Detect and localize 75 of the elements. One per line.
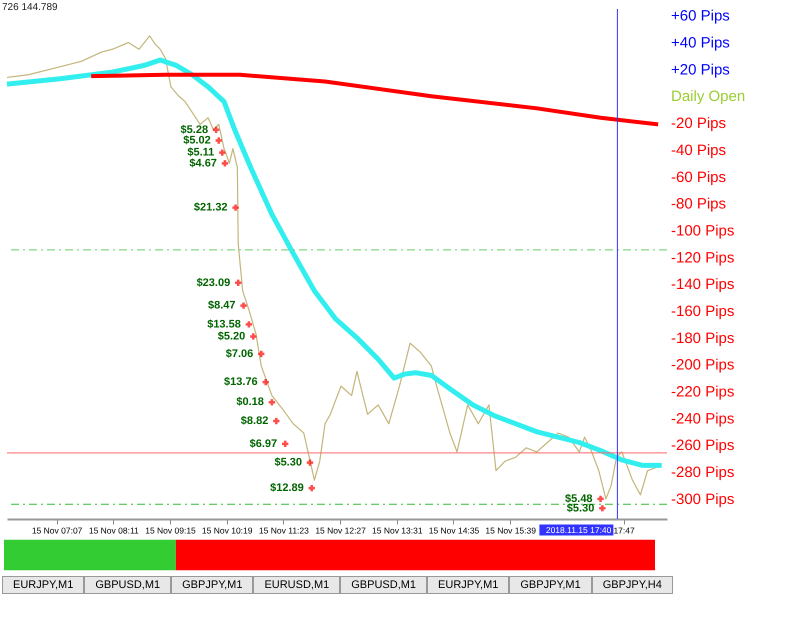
point [308, 484, 315, 492]
annotation: $5.30 [274, 456, 302, 469]
text: GBPUSD,M1 [340, 576, 428, 594]
annotation: $5.20 [218, 330, 246, 342]
point [212, 126, 220, 133]
text: GBPUSD,M1 [84, 576, 172, 594]
y-tick-label: +60 Pips [671, 8, 730, 25]
y-tick-label: -40 Pips [671, 142, 726, 159]
y-tick-label: -260 Pips [671, 437, 734, 454]
ref-line-label: 2018.11.15 17:40 [546, 525, 612, 535]
annotation: $23.09 [196, 276, 230, 289]
y-tick-label: -80 Pips [671, 196, 726, 213]
point [250, 333, 256, 340]
point [222, 160, 228, 167]
y-tick-label: Daily Open [671, 88, 746, 106]
annotation: $5.02 [183, 134, 211, 147]
y-tick-label: +40 Pips [671, 34, 730, 52]
annotation: $5.11 [187, 146, 214, 159]
point [246, 321, 252, 328]
y-tick-label: -120 Pips [671, 249, 734, 266]
text: GBPJPY,H4 [592, 576, 673, 594]
point [258, 350, 264, 358]
x-tick-label: 15 Nov 15:39 [485, 526, 536, 536]
annotation: $8.82 [240, 415, 268, 428]
text: EURUSD,M1 [253, 576, 340, 594]
point [597, 496, 604, 502]
y-tick-label: -200 Pips [671, 356, 734, 374]
y-tick-label: -240 Pips [671, 410, 734, 428]
y-tick-label: +20 Pips [671, 61, 730, 78]
x-tick-label: 15 Nov 13:31 [372, 526, 423, 536]
y-tick-label: -300 Pips [671, 490, 734, 508]
annotation: $13.58 [207, 318, 241, 330]
x-tick-label: 17:47 [613, 526, 635, 536]
y-tick-label: -180 Pips [671, 330, 734, 347]
x-tick-label: 15 Nov 09:15 [145, 526, 196, 536]
annotation: $21.32 [194, 202, 228, 214]
point [235, 280, 242, 286]
y-tick-label: -280 Pips [671, 464, 734, 482]
y-tick-label: -100 Pips [671, 222, 734, 240]
point [282, 440, 288, 448]
annotation: $5.30 [566, 502, 594, 514]
x-tick-label: 15 Nov 14:35 [428, 526, 480, 536]
annotation: $13.76 [224, 376, 258, 388]
annotation: $8.47 [208, 300, 236, 312]
annotation: $0.18 [236, 396, 264, 408]
point [240, 302, 247, 309]
y-tick-label: -140 Pips [671, 276, 734, 294]
x-tick-label: 15 Nov 08:11 [88, 526, 140, 536]
annotation: 726 144.789 [2, 2, 58, 13]
text: GBPJPY,M1 [509, 576, 592, 594]
text: GBPJPY,M1 [171, 576, 254, 594]
y-tick-label: -60 Pips [671, 168, 726, 186]
text: EURJPY,M1 [2, 576, 84, 594]
point [232, 204, 239, 211]
annotation: $12.89 [270, 482, 304, 494]
y-tick-label: -220 Pips [671, 384, 734, 400]
point [216, 137, 222, 144]
x-tick-label: 15 Nov 07:07 [32, 526, 83, 536]
annotation: $4.67 [189, 157, 217, 170]
point [306, 459, 314, 466]
point [268, 399, 276, 406]
line-series [89, 72, 660, 126]
annotation: $6.97 [250, 438, 278, 450]
y-tick-label: -20 Pips [671, 115, 726, 132]
annotation: $7.06 [226, 348, 254, 360]
point [273, 418, 280, 424]
x-tick-label: 15 Nov 10:19 [202, 526, 253, 536]
x-tick-label: 15 Nov 11:23 [258, 526, 310, 536]
point [262, 378, 269, 386]
y-tick-label: -160 Pips [671, 302, 734, 320]
x-tick-label: 15 Nov 12:27 [315, 526, 366, 536]
annotation: $5.28 [180, 124, 208, 136]
text: EURJPY,M1 [427, 576, 510, 594]
point [219, 149, 226, 156]
point [599, 505, 606, 512]
